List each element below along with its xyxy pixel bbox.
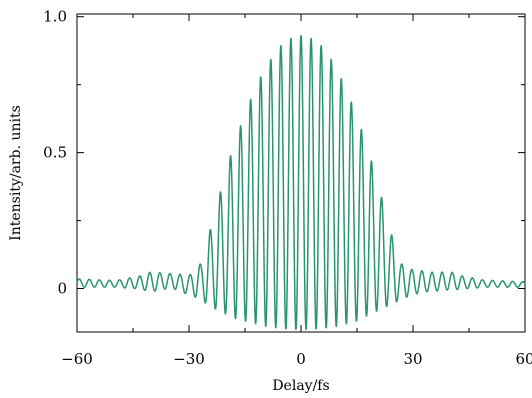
plot-frame [76, 13, 526, 333]
x-axis-title: Delay/fs [272, 378, 329, 394]
y-axis-title: Intensity/arb. units [8, 105, 24, 241]
y-tick-label: 1.0 [43, 8, 67, 26]
x-tick-label: 30 [403, 350, 422, 368]
series-layer [76, 34, 526, 330]
labels-layer: −60 −30 0 30 60 0 0.5 1.0 [43, 8, 532, 368]
y-tick-label: 0.5 [43, 144, 67, 162]
y-tick-label: 0 [57, 280, 67, 298]
x-tick-label: −30 [173, 350, 205, 368]
series-line [76, 34, 526, 330]
x-tick-label: 60 [515, 350, 532, 368]
x-tick-label: 0 [296, 350, 306, 368]
x-tick-label: −60 [61, 350, 93, 368]
ticks-layer [76, 14, 526, 332]
